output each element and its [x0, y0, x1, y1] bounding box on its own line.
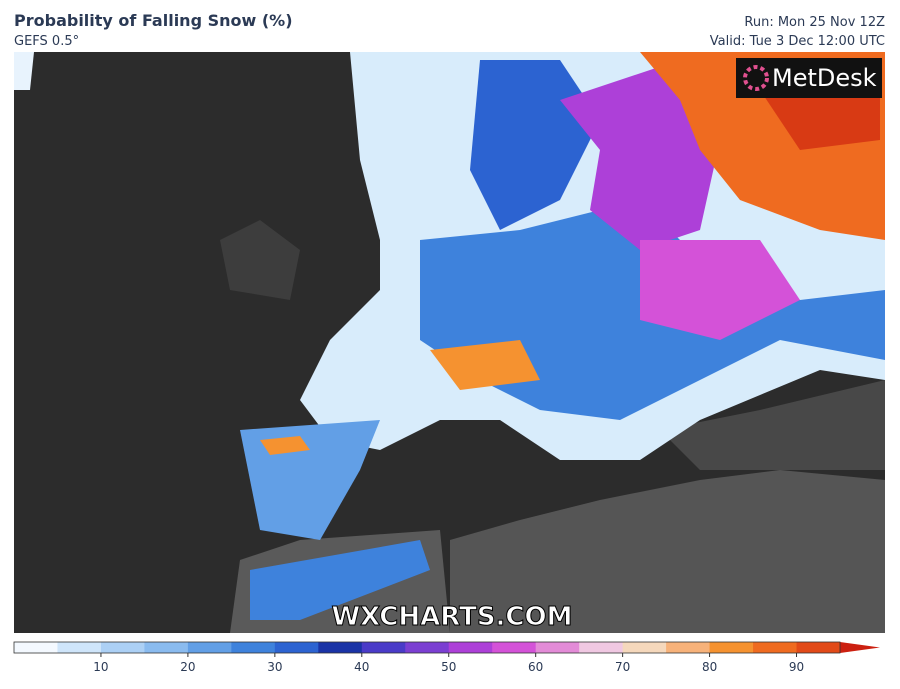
colorbar-segment [14, 642, 58, 653]
map: MetDesk WXCHARTS.COM [14, 52, 885, 633]
colorbar-segment [535, 642, 580, 653]
snow-ukraine [640, 240, 800, 340]
colorbar-segment [144, 642, 189, 653]
logo: MetDesk [772, 64, 877, 92]
colorbar-segment [796, 642, 841, 653]
snow-baltic [560, 60, 720, 250]
colorbar-segment [666, 642, 711, 653]
colorbar-segment [753, 642, 798, 653]
colorbar-segment [361, 642, 406, 653]
snow-alps [430, 340, 540, 390]
logo-box [736, 58, 882, 98]
colorbar-segment [231, 642, 276, 653]
colorbar-segment [622, 642, 667, 653]
colorbar-segment [100, 642, 145, 653]
snow-iberia-high [260, 436, 310, 455]
colorbar-segment [187, 642, 232, 653]
colorbar: 10 20 30 40 50 60 70 80 90 [13, 641, 880, 674]
land-uk [220, 220, 300, 300]
colorbar-tick-label: 10 [93, 660, 108, 674]
colorbar-segment [709, 642, 754, 653]
land-turkey [660, 380, 885, 470]
valid-time: Valid: Tue 3 Dec 12:00 UTC [710, 34, 885, 49]
colorbar-segment [492, 642, 537, 653]
colorbar-segment [318, 642, 363, 653]
land-south [450, 470, 885, 633]
colorbar-frame [13, 641, 841, 654]
logo-icon [743, 65, 769, 91]
colorbar-tick-label: 60 [528, 660, 543, 674]
colorbar-tick-label: 90 [789, 660, 804, 674]
colorbar-tick-label: 80 [702, 660, 717, 674]
colorbar-tick-label: 40 [354, 660, 369, 674]
watermark: WXCHARTS.COM [331, 602, 572, 632]
colorbar-segment [274, 642, 319, 653]
colorbar-segment [448, 642, 493, 653]
colorbar-tick-label: 20 [180, 660, 195, 674]
title: Probability of Falling Snow (%) [14, 11, 293, 30]
run-time: Run: Mon 25 Nov 12Z [744, 15, 885, 30]
colorbar-tick-label: 30 [267, 660, 282, 674]
colorbar-over [840, 642, 880, 653]
colorbar-segment [579, 642, 624, 653]
colorbar-tick-label: 70 [615, 660, 630, 674]
colorbar-tick-label: 50 [441, 660, 456, 674]
colorbar-segment [405, 642, 450, 653]
snow-atlas [250, 540, 430, 620]
subtitle: GEFS 0.5° [14, 34, 79, 49]
snow-corner [14, 52, 34, 90]
colorbar-segment [57, 642, 102, 653]
